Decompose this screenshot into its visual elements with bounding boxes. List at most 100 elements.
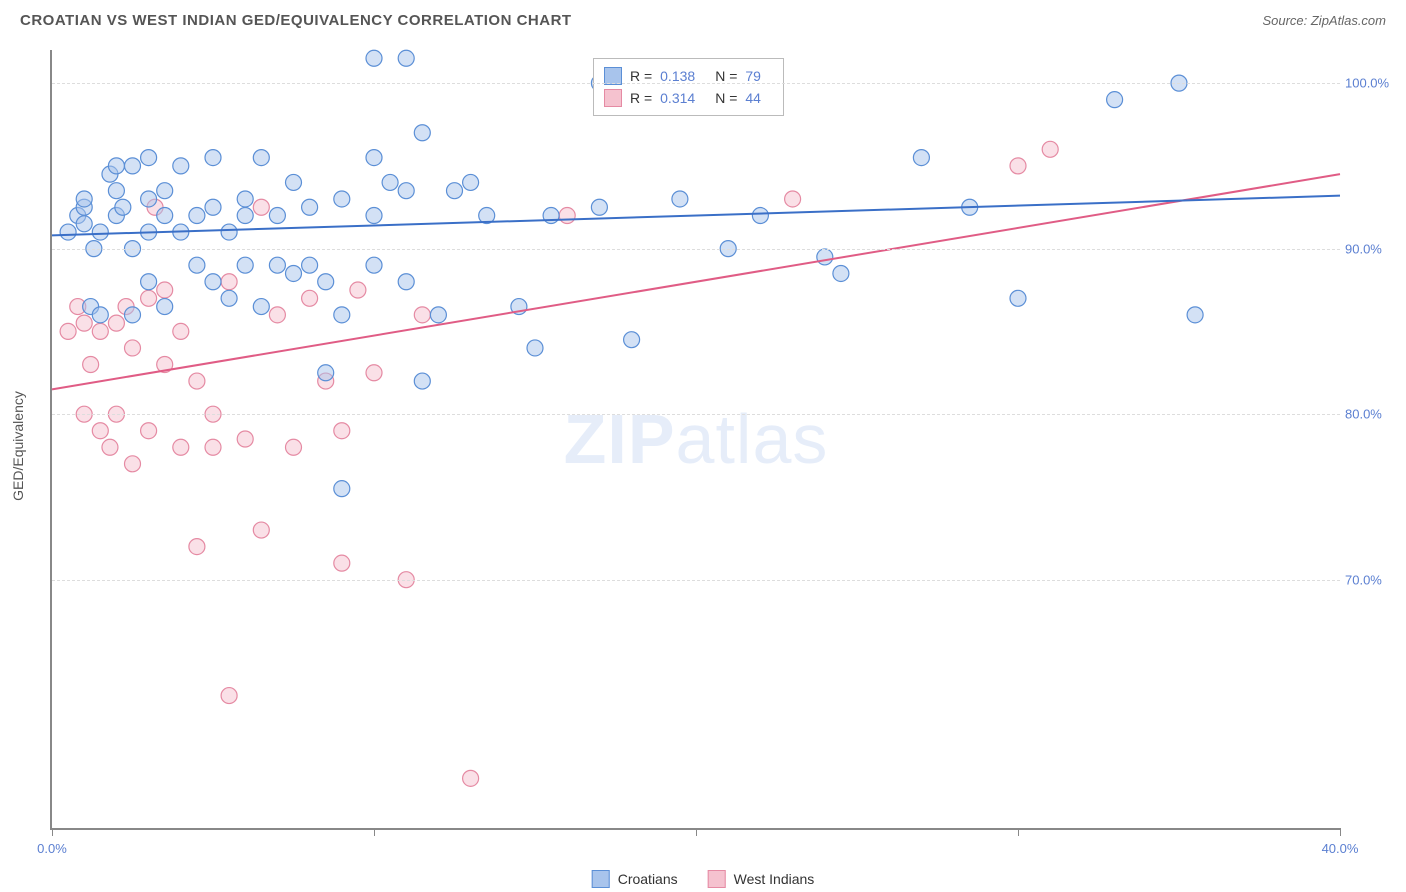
data-point bbox=[350, 282, 366, 298]
gridline bbox=[52, 580, 1340, 581]
data-point bbox=[83, 357, 99, 373]
data-point bbox=[1107, 92, 1123, 108]
y-tick-label: 70.0% bbox=[1345, 572, 1400, 587]
data-point bbox=[752, 208, 768, 224]
data-point bbox=[76, 216, 92, 232]
data-point bbox=[92, 323, 108, 339]
data-point bbox=[334, 423, 350, 439]
data-point bbox=[398, 183, 414, 199]
legend-label-0: Croatians bbox=[618, 871, 678, 887]
data-point bbox=[102, 439, 118, 455]
data-point bbox=[205, 150, 221, 166]
data-point bbox=[817, 249, 833, 265]
data-point bbox=[141, 274, 157, 290]
data-point bbox=[92, 307, 108, 323]
data-point bbox=[302, 290, 318, 306]
y-tick-label: 90.0% bbox=[1345, 241, 1400, 256]
source-attribution: Source: ZipAtlas.com bbox=[1262, 13, 1386, 28]
data-point bbox=[125, 307, 141, 323]
legend-swatch-icon bbox=[708, 870, 726, 888]
y-tick-label: 80.0% bbox=[1345, 407, 1400, 422]
data-point bbox=[92, 224, 108, 240]
data-point bbox=[286, 439, 302, 455]
legend-stats-row-1: R = 0.314 N = 44 bbox=[604, 87, 773, 109]
data-point bbox=[447, 183, 463, 199]
data-point bbox=[624, 332, 640, 348]
gridline bbox=[52, 414, 1340, 415]
data-point bbox=[527, 340, 543, 356]
data-point bbox=[125, 158, 141, 174]
data-point bbox=[125, 456, 141, 472]
data-point bbox=[237, 208, 253, 224]
data-point bbox=[141, 150, 157, 166]
data-point bbox=[366, 208, 382, 224]
data-point bbox=[591, 199, 607, 215]
data-point bbox=[286, 265, 302, 281]
data-point bbox=[1010, 158, 1026, 174]
data-point bbox=[672, 191, 688, 207]
chart-container: CROATIAN VS WEST INDIAN GED/EQUIVALENCY … bbox=[0, 0, 1406, 892]
legend-swatch-westindians bbox=[604, 89, 622, 107]
data-point bbox=[334, 555, 350, 571]
data-point bbox=[414, 373, 430, 389]
x-tick bbox=[1018, 828, 1019, 836]
data-point bbox=[157, 208, 173, 224]
data-point bbox=[1042, 141, 1058, 157]
data-point bbox=[141, 423, 157, 439]
data-point bbox=[189, 208, 205, 224]
data-point bbox=[157, 282, 173, 298]
data-point bbox=[237, 257, 253, 273]
chart-title: CROATIAN VS WEST INDIAN GED/EQUIVALENCY … bbox=[20, 12, 572, 29]
data-point bbox=[366, 150, 382, 166]
data-point bbox=[559, 208, 575, 224]
data-point bbox=[108, 158, 124, 174]
legend-label-1: West Indians bbox=[734, 871, 815, 887]
data-point bbox=[141, 290, 157, 306]
data-point bbox=[76, 191, 92, 207]
data-point bbox=[189, 257, 205, 273]
data-point bbox=[398, 50, 414, 66]
data-point bbox=[108, 315, 124, 331]
data-point bbox=[269, 208, 285, 224]
data-point bbox=[334, 307, 350, 323]
data-point bbox=[785, 191, 801, 207]
data-point bbox=[334, 481, 350, 497]
data-point bbox=[286, 174, 302, 190]
gridline bbox=[52, 249, 1340, 250]
legend-item-westindians: West Indians bbox=[708, 870, 815, 888]
data-point bbox=[92, 423, 108, 439]
data-point bbox=[269, 257, 285, 273]
data-point bbox=[221, 224, 237, 240]
data-point bbox=[173, 323, 189, 339]
data-point bbox=[253, 299, 269, 315]
data-point bbox=[173, 158, 189, 174]
gridline bbox=[52, 83, 1340, 84]
x-tick bbox=[1340, 828, 1341, 836]
data-point bbox=[221, 274, 237, 290]
data-point bbox=[398, 274, 414, 290]
source-name: ZipAtlas.com bbox=[1311, 13, 1386, 28]
r-value-1: 0.314 bbox=[660, 87, 695, 109]
source-prefix: Source: bbox=[1262, 13, 1310, 28]
data-point bbox=[414, 307, 430, 323]
data-point bbox=[913, 150, 929, 166]
n-label: N = bbox=[715, 87, 737, 109]
data-point bbox=[157, 183, 173, 199]
data-point bbox=[430, 307, 446, 323]
data-point bbox=[108, 183, 124, 199]
data-point bbox=[157, 299, 173, 315]
data-point bbox=[237, 191, 253, 207]
data-point bbox=[334, 191, 350, 207]
data-point bbox=[253, 522, 269, 538]
data-point bbox=[366, 365, 382, 381]
x-tick bbox=[696, 828, 697, 836]
data-point bbox=[60, 224, 76, 240]
x-tick bbox=[52, 828, 53, 836]
r-label: R = bbox=[630, 87, 652, 109]
data-point bbox=[318, 274, 334, 290]
data-point bbox=[60, 323, 76, 339]
legend-series: Croatians West Indians bbox=[592, 870, 815, 888]
data-point bbox=[205, 439, 221, 455]
data-point bbox=[76, 315, 92, 331]
data-point bbox=[414, 125, 430, 141]
